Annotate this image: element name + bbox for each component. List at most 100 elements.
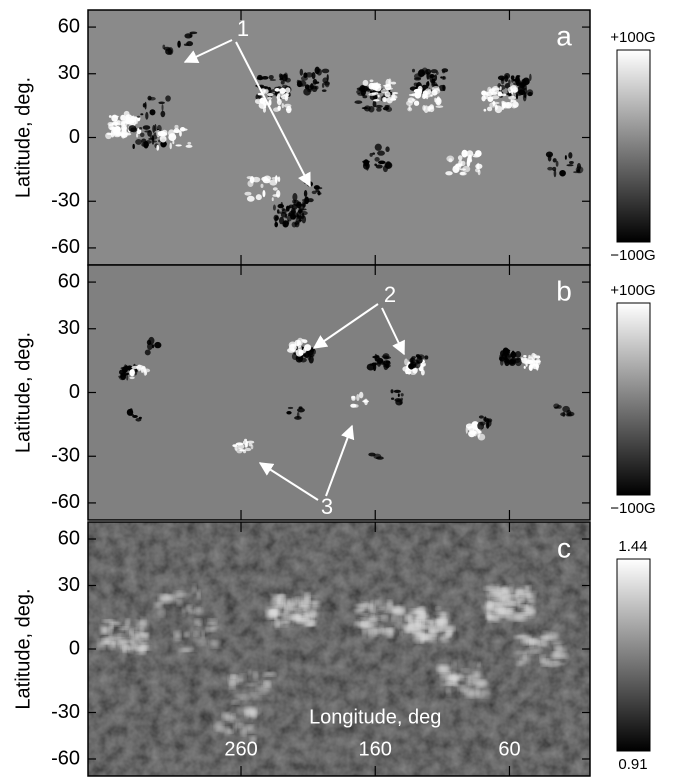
magnetic-feature bbox=[287, 406, 294, 410]
magnetic-feature bbox=[504, 72, 511, 79]
magnetic-feature bbox=[518, 633, 526, 637]
magnetic-feature bbox=[360, 613, 371, 616]
magnetic-feature bbox=[153, 602, 163, 608]
magnetic-feature bbox=[186, 604, 193, 612]
magnetic-feature bbox=[262, 190, 266, 198]
magnetic-feature bbox=[158, 101, 165, 105]
magnetic-feature bbox=[139, 127, 143, 130]
magnetic-feature bbox=[413, 633, 427, 643]
magnetic-feature bbox=[565, 413, 573, 417]
magnetic-feature bbox=[507, 611, 520, 622]
magnetic-feature bbox=[477, 429, 481, 433]
magnetic-feature bbox=[475, 687, 480, 698]
magnetic-feature bbox=[492, 87, 500, 91]
arrow bbox=[183, 39, 233, 63]
magnetic-feature bbox=[507, 359, 516, 365]
magnetic-feature bbox=[385, 360, 391, 364]
magnetic-feature bbox=[436, 664, 451, 672]
magnetic-feature bbox=[499, 86, 502, 91]
magnetic-feature bbox=[124, 645, 132, 650]
magnetic-feature bbox=[467, 425, 476, 432]
magnetic-feature bbox=[459, 171, 466, 176]
magnetic-feature bbox=[525, 586, 529, 591]
magnetic-feature bbox=[112, 641, 116, 648]
magnetic-feature bbox=[154, 124, 157, 132]
magnetic-feature bbox=[526, 610, 535, 615]
magnetic-feature bbox=[130, 120, 136, 127]
magnetic-feature bbox=[360, 605, 364, 613]
magnetic-feature bbox=[384, 610, 387, 614]
magnetic-feature bbox=[382, 364, 391, 368]
magnetic-feature bbox=[168, 133, 177, 141]
magnetic-feature bbox=[360, 620, 364, 626]
magnetic-feature bbox=[528, 354, 531, 359]
magnetic-feature bbox=[552, 659, 560, 663]
magnetic-feature bbox=[285, 213, 288, 219]
magnetic-feature bbox=[454, 163, 462, 171]
magnetic-feature bbox=[249, 719, 253, 723]
features bbox=[97, 584, 568, 744]
magnetic-feature bbox=[532, 640, 543, 643]
magnetic-feature bbox=[192, 584, 197, 593]
magnetic-feature bbox=[310, 610, 316, 618]
magnetic-feature bbox=[136, 364, 142, 372]
magnetic-feature bbox=[354, 100, 363, 104]
magnetic-feature bbox=[507, 86, 513, 93]
magnetic-feature bbox=[486, 106, 493, 112]
magnetic-feature bbox=[383, 360, 386, 365]
magnetic-feature bbox=[516, 82, 521, 87]
magnetic-feature bbox=[147, 95, 152, 101]
magnetic-feature bbox=[276, 98, 282, 106]
magnetic-feature bbox=[165, 95, 171, 102]
magnetic-feature bbox=[422, 105, 426, 111]
magnetic-feature bbox=[274, 221, 279, 228]
y-tick-label: 60 bbox=[58, 270, 80, 292]
magnetic-feature bbox=[395, 622, 406, 629]
magnetic-feature bbox=[303, 606, 307, 611]
magnetic-feature bbox=[159, 135, 167, 143]
magnetic-feature bbox=[303, 347, 307, 354]
magnetic-feature bbox=[292, 597, 297, 606]
magnetic-feature bbox=[135, 138, 143, 145]
magnetic-feature bbox=[137, 632, 147, 638]
magnetic-feature bbox=[277, 599, 285, 608]
magnetic-feature bbox=[239, 449, 246, 452]
magnetic-feature bbox=[426, 73, 429, 80]
magnetic-feature bbox=[434, 611, 449, 615]
features bbox=[105, 31, 584, 228]
magnetic-feature bbox=[140, 617, 147, 627]
magnetic-feature bbox=[382, 97, 387, 102]
arrow bbox=[235, 41, 311, 188]
magnetic-feature bbox=[129, 638, 134, 647]
magnetic-feature bbox=[511, 350, 515, 354]
magnetic-feature bbox=[248, 693, 261, 700]
magnetic-feature bbox=[208, 618, 217, 625]
magnetic-feature bbox=[454, 684, 459, 687]
magnetic-feature bbox=[508, 79, 511, 85]
magnetic-feature bbox=[469, 430, 477, 435]
magnetic-feature bbox=[407, 107, 413, 112]
magnetic-feature bbox=[246, 195, 255, 202]
magnetic-feature bbox=[273, 214, 279, 222]
panel-label: c bbox=[557, 532, 571, 563]
magnetic-feature bbox=[513, 79, 518, 82]
magnetic-feature bbox=[186, 41, 194, 47]
magnetic-feature bbox=[552, 651, 564, 657]
magnetic-feature bbox=[291, 344, 295, 347]
y-tick-label: -60 bbox=[51, 491, 80, 513]
magnetic-feature bbox=[517, 75, 521, 78]
magnetic-feature bbox=[123, 110, 130, 117]
magnetic-feature bbox=[568, 152, 573, 159]
magnetic-feature bbox=[429, 73, 435, 79]
magnetic-feature bbox=[145, 371, 148, 376]
magnetic-feature bbox=[284, 605, 292, 614]
magnetic-feature bbox=[161, 104, 164, 112]
magnetic-feature bbox=[209, 626, 218, 630]
magnetic-feature bbox=[273, 107, 280, 112]
magnetic-feature bbox=[139, 132, 145, 138]
magnetic-feature bbox=[303, 190, 308, 198]
magnetic-feature bbox=[321, 68, 330, 74]
magnetic-feature bbox=[404, 358, 409, 366]
magnetic-feature bbox=[286, 214, 292, 222]
magnetic-feature bbox=[363, 603, 372, 609]
